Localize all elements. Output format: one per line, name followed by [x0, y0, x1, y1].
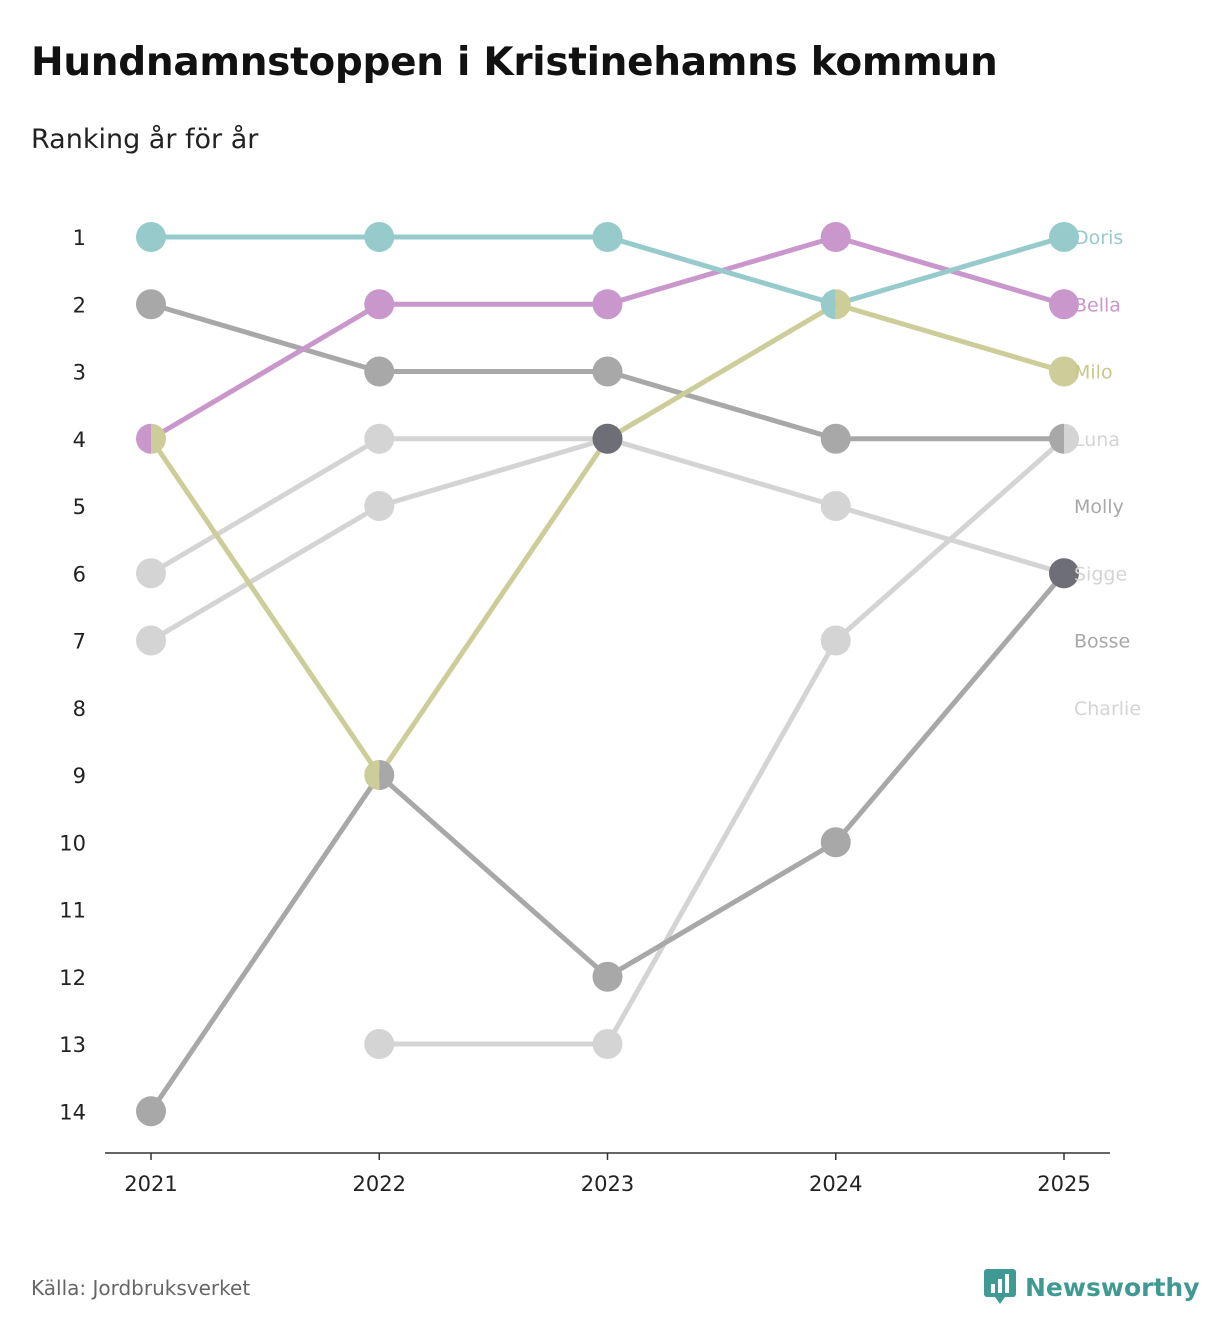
newsworthy-logo-icon [984, 1269, 1016, 1304]
point-doris [136, 222, 166, 252]
point-molly [1049, 423, 1064, 454]
chart-title: Hundnamnstoppen i Kristinehamns kommun [31, 40, 998, 85]
x-tick-label: 2025 [1037, 1172, 1090, 1196]
point-highlight [1049, 558, 1079, 589]
point-luna [136, 625, 166, 656]
point-sigge [820, 491, 851, 521]
series-line-bella [148, 234, 1067, 442]
end-label-sigge: Sigge [1074, 563, 1127, 585]
point-molly [592, 356, 623, 387]
x-tick-label: 2023 [581, 1172, 634, 1196]
point-molly [364, 356, 395, 387]
point-luna [364, 491, 395, 521]
brand-name: Newsworthy [1025, 1272, 1200, 1302]
point-bella [1049, 289, 1079, 320]
end-label-doris: Doris [1074, 227, 1123, 249]
point-doris [592, 222, 623, 252]
y-tick-label: 1 [73, 226, 86, 250]
y-tick-label: 3 [73, 361, 86, 385]
point-bosse [820, 827, 851, 858]
point-charlie [1064, 423, 1079, 454]
point-bella [364, 289, 395, 320]
point-molly [820, 423, 851, 454]
point-charlie [820, 625, 851, 656]
y-tick-label: 9 [73, 764, 86, 788]
point-bosse [592, 961, 623, 992]
series-points [136, 222, 1079, 1127]
y-tick-label: 7 [73, 630, 86, 654]
point-highlight [592, 423, 623, 454]
point-milo [835, 289, 851, 320]
y-tick-label: 13 [59, 1033, 86, 1057]
y-tick-label: 5 [73, 495, 86, 519]
y-tick-label: 12 [59, 966, 86, 990]
end-labels: Doris Bella Milo Luna Molly Sigge Bosse Charlie [1074, 227, 1141, 720]
point-doris [1049, 222, 1079, 252]
end-label-milo: Milo [1074, 362, 1113, 384]
series-line-sigge [148, 436, 1067, 576]
point-doris [364, 222, 395, 252]
end-label-charlie: Charlie [1074, 698, 1141, 720]
point-sigge [136, 558, 166, 589]
point-bella [592, 289, 623, 320]
y-tick-label: 8 [73, 697, 86, 721]
source-note: Källa: Jordbruksverket [31, 1276, 251, 1300]
y-tick-label: 11 [59, 899, 86, 923]
series-line-charlie [376, 436, 1067, 1047]
brand-logo[interactable]: Newsworthy [983, 1268, 1200, 1306]
point-molly [136, 289, 166, 320]
chart-subtitle: Ranking år för år [31, 124, 259, 155]
x-tick-label: 2024 [809, 1172, 862, 1196]
end-label-bella: Bella [1074, 294, 1121, 316]
point-milo [1049, 356, 1079, 387]
point-bosse [379, 760, 395, 790]
point-milo [151, 423, 167, 454]
point-bella [136, 423, 151, 454]
x-tick-label: 2022 [353, 1172, 406, 1196]
y-tick-label: 14 [59, 1100, 86, 1124]
y-tick-label: 6 [73, 562, 86, 586]
end-label-luna: Luna [1074, 429, 1120, 451]
y-tick-label: 2 [73, 293, 86, 317]
x-tick-label: 2021 [124, 1172, 177, 1196]
point-bella [820, 222, 851, 252]
point-milo [364, 760, 380, 790]
point-charlie [592, 1029, 623, 1059]
x-axis: 2021 2022 2023 2024 2025 [105, 1152, 1110, 1196]
point-charlie [364, 1029, 395, 1059]
point-doris [820, 289, 836, 320]
point-bosse [136, 1096, 166, 1127]
y-tick-label: 10 [59, 831, 86, 855]
end-label-molly: Molly [1074, 496, 1124, 518]
point-sigge [364, 423, 395, 454]
end-label-bosse: Bosse [1074, 631, 1130, 653]
y-tick-label: 4 [73, 428, 86, 452]
